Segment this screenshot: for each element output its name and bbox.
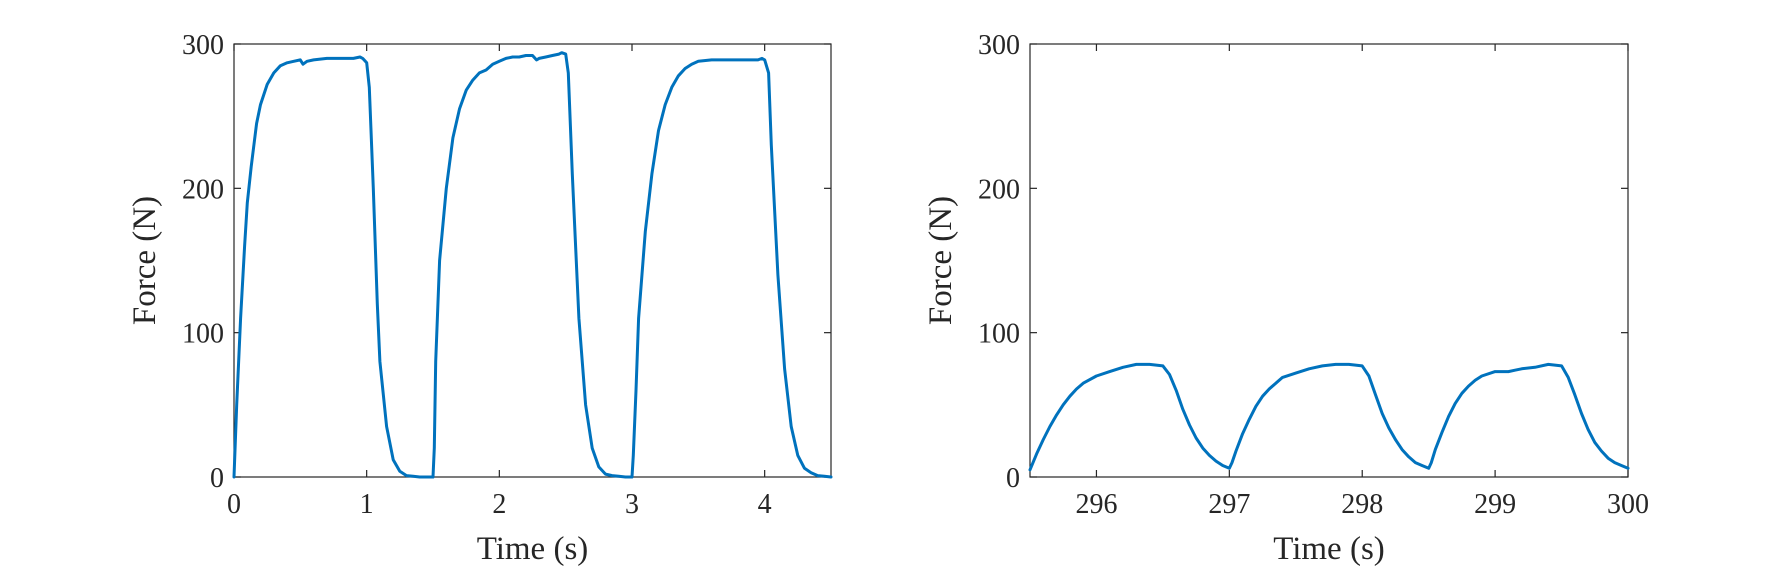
y-axis-label: Force (N) <box>127 196 163 325</box>
y-tick-label: 100 <box>182 319 224 350</box>
series-line <box>1028 362 1630 472</box>
x-tick-label: 3 <box>625 489 639 520</box>
series-line <box>232 51 833 479</box>
x-tick-label: 300 <box>1607 489 1649 520</box>
axes-box <box>1029 43 1629 478</box>
left-force-plot: 0 1 2 3 4 0 100 200 300 Time (s) Force (N) <box>127 30 833 567</box>
x-tick-label: 2 <box>492 489 506 520</box>
x-tick-label: 297 <box>1208 489 1250 520</box>
y-axis-label: Force (N) <box>923 196 959 325</box>
x-tick-label: 1 <box>360 489 374 520</box>
y-tick-label: 200 <box>182 174 224 205</box>
x-axis-label: Time (s) <box>477 531 589 567</box>
y-tick-label: 200 <box>978 174 1020 205</box>
y-tick-label: 300 <box>978 30 1020 61</box>
x-tick-label: 298 <box>1341 489 1383 520</box>
x-tick-label: 296 <box>1075 489 1117 520</box>
x-axis-label: Time (s) <box>1273 531 1385 567</box>
x-tick-label: 4 <box>758 489 772 520</box>
y-tick-label: 0 <box>1006 463 1020 494</box>
x-tick-label: 299 <box>1474 489 1516 520</box>
right-force-plot: 296 297 298 299 300 0 100 200 300 Time (s) Force (… <box>923 30 1649 567</box>
axes-box <box>233 43 832 478</box>
y-tick-label: 100 <box>978 319 1020 350</box>
y-tick-label: 0 <box>210 463 224 494</box>
y-tick-label: 300 <box>182 30 224 61</box>
x-tick-label: 0 <box>227 489 241 520</box>
